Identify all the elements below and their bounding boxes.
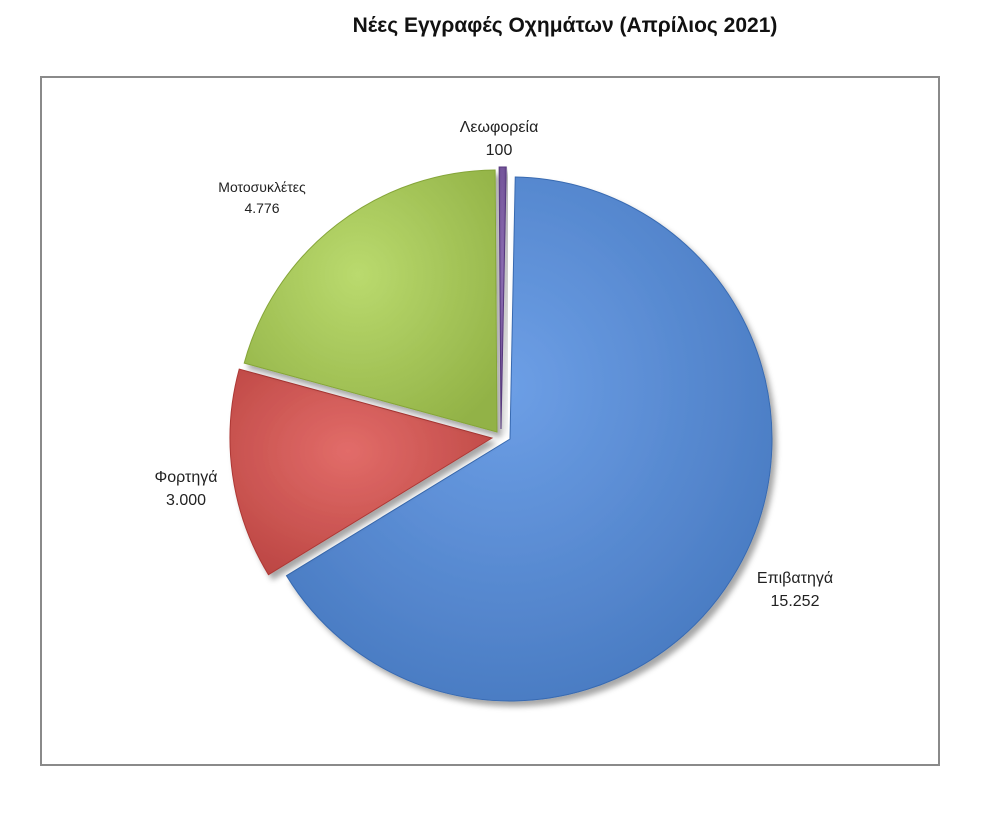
- pie-slice-1: [285, 176, 773, 702]
- slice-value-4: 100: [486, 142, 513, 159]
- slice-value-1: 15.252: [771, 593, 820, 610]
- chart-title: Νέες Εγγραφές Οχημάτων (Απρίλιος 2021): [352, 14, 778, 37]
- slice-value-3: 4.776: [244, 200, 279, 216]
- slice-label-4: Λεωφορεία: [460, 119, 539, 136]
- slice-label-1: Επιβατηγά: [757, 570, 833, 587]
- pie-slice-3: [243, 169, 498, 433]
- slice-label-3: Μοτοσυκλέτες: [218, 179, 306, 195]
- pie-slice-2: [229, 368, 494, 576]
- slice-value-2: 3.000: [166, 492, 206, 509]
- pie-slice-4: [498, 166, 507, 430]
- slice-label-2: Φορτηγά: [154, 469, 217, 486]
